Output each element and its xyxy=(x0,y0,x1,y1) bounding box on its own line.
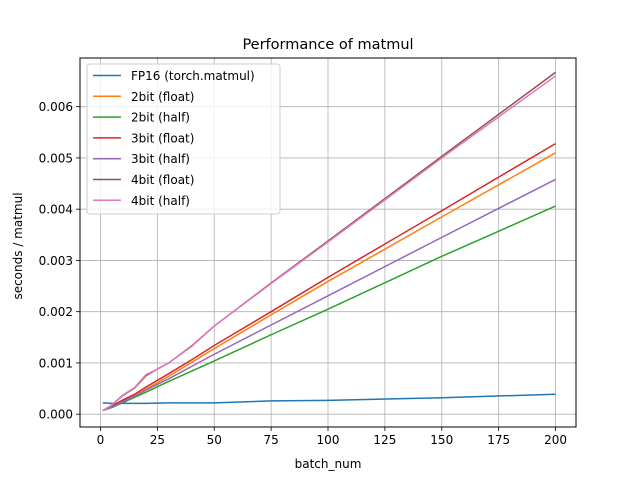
x-tick-label: 100 xyxy=(317,433,340,447)
series-line-0 xyxy=(102,393,556,405)
x-ticks: 0 25 50 75 100 125 150 175 200 xyxy=(97,427,567,447)
legend-label: 3bit (float) xyxy=(131,131,194,145)
legend-label: 2bit (float) xyxy=(131,90,194,104)
legend-label: FP16 (torch.matmul) xyxy=(131,69,255,83)
y-axis-label: seconds / matmul xyxy=(11,192,25,299)
y-tick-label: 0.005 xyxy=(39,151,73,165)
x-tick-label: 150 xyxy=(430,433,453,447)
y-tick-label: 0.000 xyxy=(39,408,73,422)
y-tick-label: 0.001 xyxy=(39,356,73,370)
legend-label: 3bit (half) xyxy=(131,152,190,166)
x-tick-label: 75 xyxy=(263,433,278,447)
legend-frame xyxy=(86,63,281,215)
legend-label: 4bit (float) xyxy=(131,173,194,187)
legend: FP16 (torch.matmul) 2bit (float) 2bit (hal… xyxy=(86,63,281,215)
x-tick-label: 125 xyxy=(373,433,396,447)
x-tick-label: 200 xyxy=(544,433,567,447)
y-tick-label: 0.004 xyxy=(39,203,73,217)
legend-label: 4bit (half) xyxy=(131,194,190,208)
y-tick-label: 0.002 xyxy=(39,305,73,319)
x-tick-label: 25 xyxy=(150,433,165,447)
series-line-2 xyxy=(102,205,556,412)
x-tick-label: 50 xyxy=(207,433,222,447)
y-tick-label: 0.006 xyxy=(39,100,73,114)
series-line-4 xyxy=(102,178,556,412)
series-lines xyxy=(102,71,556,412)
chart-title: Performance of matmul xyxy=(242,37,413,53)
x-tick-label: 0 xyxy=(97,433,105,447)
series-line-6 xyxy=(102,75,556,412)
y-ticks: 0.000 0.001 0.002 0.003 0.004 0.005 0.006 xyxy=(39,100,80,422)
series-line-3 xyxy=(102,142,556,412)
x-axis-label: batch_num xyxy=(295,457,362,471)
y-tick-label: 0.003 xyxy=(39,254,73,268)
x-tick-label: 175 xyxy=(487,433,510,447)
legend-label: 2bit (half) xyxy=(131,111,190,125)
